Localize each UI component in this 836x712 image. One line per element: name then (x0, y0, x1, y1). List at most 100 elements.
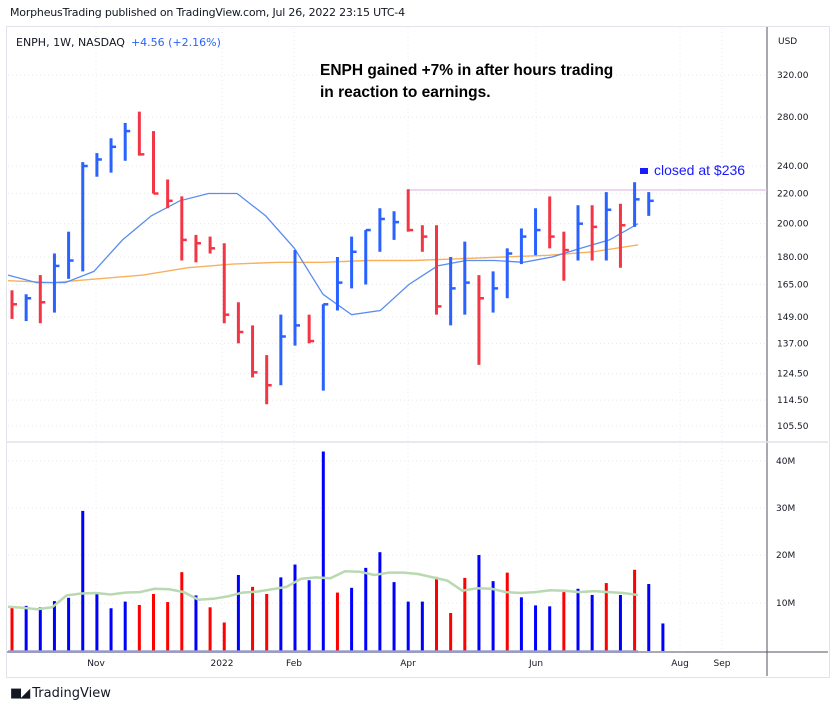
ohlc-bar (618, 203, 626, 268)
ohlc-bar (505, 248, 513, 299)
volume-tick: 10M (776, 599, 795, 609)
symbol-info: ENPH, 1W, NASDAQ (16, 36, 125, 49)
brand-label: TradingView (32, 686, 111, 701)
volume-bar (279, 577, 283, 651)
volume-bar (661, 623, 665, 651)
ohlc-bar (67, 231, 74, 279)
ohlc-bar (350, 236, 357, 289)
volume-bar (406, 601, 410, 651)
volume-bar (67, 597, 71, 651)
volume-bar (647, 584, 651, 651)
closed-label: closed at $236 (654, 162, 746, 178)
volume-bar (194, 595, 198, 651)
tradingview-mark-icon: ■◢ (10, 686, 30, 701)
price-tick: 200.00 (777, 220, 809, 230)
price-tick: 240.00 (777, 162, 809, 172)
ohlc-bar (38, 275, 46, 324)
time-tick: Feb (286, 659, 302, 669)
volume-bar (52, 601, 56, 651)
volume-bar (152, 594, 155, 651)
annotation-line-2: in reaction to earnings. (320, 84, 491, 101)
ohlc-bar (449, 257, 456, 326)
volume-bar (10, 607, 14, 651)
tradingview-logo[interactable]: ■◢ TradingView (10, 686, 111, 701)
ohlc-bar (123, 122, 131, 161)
time-axis[interactable]: Nov 2022 Feb Apr Jun Aug Sep (87, 659, 731, 669)
volume-bar (449, 613, 453, 651)
time-tick: Jun (528, 659, 543, 669)
ohlc-bar (24, 294, 32, 322)
volume-bar (81, 510, 85, 651)
volume-bar (562, 592, 566, 651)
ohlc-bar (604, 192, 612, 261)
time-tick: Apr (400, 659, 416, 669)
volume-bar (590, 594, 594, 651)
volume-bar (463, 577, 467, 651)
price-tick: 320.00 (777, 71, 809, 81)
volume-bar (335, 592, 339, 651)
volume-bar (38, 607, 42, 651)
ohlc-bar (10, 290, 17, 319)
time-tick: Aug (671, 659, 689, 669)
volume-bar (633, 569, 637, 651)
ohlc-bar (180, 196, 187, 261)
slow-moving-average (7, 244, 639, 284)
volume-bar (137, 604, 141, 651)
ohlc-bar (81, 162, 88, 272)
volume-tick: 20M (776, 551, 795, 561)
grid-lines (8, 28, 766, 650)
ohlc-bar (208, 236, 216, 254)
volume-bar (95, 594, 99, 651)
ohlc-bar (491, 271, 499, 313)
price-tick: 124.50 (777, 370, 809, 380)
price-tick: 220.00 (777, 190, 809, 200)
volume-bars (10, 451, 665, 651)
volume-axis[interactable]: 40M 30M 20M 10M (776, 457, 795, 609)
price-change: +4.56 (+2.16%) (130, 36, 221, 49)
fast-moving-average (7, 192, 639, 316)
price-tick: 114.50 (777, 396, 809, 406)
ohlc-bar (378, 208, 385, 252)
ohlc-bar (477, 275, 484, 365)
price-tick: 280.00 (777, 113, 809, 123)
symbol-legend: ENPH, 1W, NASDAQ +4.56 (+2.16%) (16, 36, 221, 49)
closed-note: closed at $236 (640, 162, 745, 178)
ohlc-bar (633, 182, 640, 227)
publisher-caption: MorpheusTrading published on TradingView… (10, 6, 405, 19)
volume-bar (505, 572, 509, 651)
volume-bar (265, 594, 269, 651)
price-tick: 180.00 (777, 253, 809, 263)
ohlc-bar (321, 303, 329, 391)
price-tick: 149.00 (777, 313, 809, 323)
ohlc-bar (95, 153, 102, 177)
ohlc-bar (463, 241, 470, 315)
time-tick: Sep (714, 659, 731, 669)
ohlc-bar (548, 196, 555, 249)
ohlc-bar (335, 257, 343, 311)
volume-bar (180, 572, 184, 651)
time-tick: Nov (87, 659, 105, 669)
time-tick: 2022 (211, 659, 234, 669)
ohlc-bar (222, 243, 230, 324)
volume-bar (604, 583, 608, 651)
square-marker-icon (640, 168, 648, 175)
ohlc-bar (519, 228, 527, 265)
ohlc-bar (236, 302, 244, 344)
volume-bar (392, 582, 396, 651)
ohlc-bar (364, 228, 371, 285)
volume-bar (576, 588, 580, 651)
price-tick: 165.00 (777, 281, 809, 291)
price-axis[interactable]: USD 320.00 280.00 240.00 220.00 200.00 180.00 1… (777, 37, 809, 432)
volume-bar (491, 581, 495, 651)
ohlc-bar (279, 314, 286, 386)
volume-bar (548, 606, 552, 651)
volume-bar (293, 564, 297, 651)
volume-bar (618, 594, 622, 651)
volume-baseline (8, 650, 638, 653)
volume-bar (321, 451, 325, 651)
ohlc-bar (109, 138, 117, 173)
ohlc-bar (293, 250, 300, 346)
currency-label: USD (778, 37, 797, 47)
annotation-line-1: ENPH gained +7% in after hours trading (320, 62, 614, 79)
